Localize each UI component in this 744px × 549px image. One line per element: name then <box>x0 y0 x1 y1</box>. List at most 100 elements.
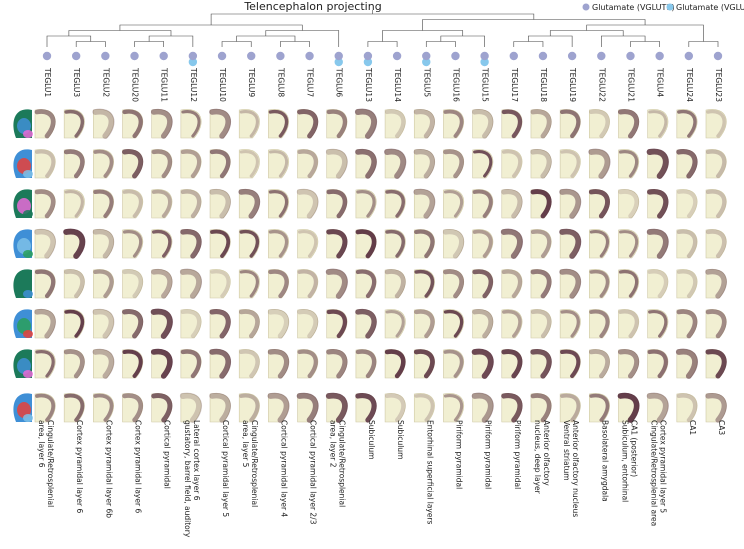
expression-band <box>413 188 436 219</box>
expression-band <box>268 150 289 178</box>
vglut1-dot <box>538 51 548 61</box>
expression-band <box>92 228 115 259</box>
brain-section <box>297 269 319 299</box>
vglut1-dot <box>480 51 489 61</box>
expression-band <box>179 392 203 423</box>
dendrogram-branch <box>236 35 296 42</box>
cluster-label: TEGLU20 <box>131 67 140 102</box>
expression-band <box>676 149 698 179</box>
expression-band <box>384 349 406 379</box>
cluster-label: TEGLU15 <box>481 67 490 102</box>
expression-band <box>618 230 639 258</box>
expression-band <box>501 109 523 139</box>
brain-section <box>122 269 144 299</box>
expression-band <box>297 149 318 179</box>
dendrogram-branch <box>425 41 456 47</box>
atlas-region <box>23 370 33 378</box>
expression-band <box>181 110 201 138</box>
expression-band <box>92 108 115 139</box>
brain-section <box>297 189 319 219</box>
expression-band <box>500 228 523 259</box>
expression-band <box>326 349 348 379</box>
brain-section <box>326 269 348 299</box>
expression-band <box>239 150 259 178</box>
expression-band <box>618 189 639 219</box>
expression-band <box>63 349 85 379</box>
vglut1-dot <box>509 51 518 61</box>
region-label: Piriform pyramidal <box>484 420 493 489</box>
expression-band <box>617 109 640 139</box>
legend-label: Glutamate (VGLUT1) <box>592 3 675 12</box>
expression-band <box>151 393 173 423</box>
region-label: Cingulate/Retrosplenialarea, layer 5 <box>241 420 259 507</box>
expression-band <box>530 149 552 179</box>
expression-band <box>443 109 464 138</box>
expression-band <box>705 349 727 379</box>
expression-band <box>647 189 669 219</box>
brain-section <box>530 309 552 339</box>
brain-section <box>297 149 319 179</box>
region-line: Cingulate/Retrosplenial <box>338 420 347 507</box>
vglut1-dot <box>451 51 460 61</box>
region-line: Cortex pyramidal layer 6 <box>134 420 143 513</box>
expression-band <box>588 189 610 219</box>
expression-band <box>180 349 202 379</box>
expression-band <box>209 188 231 219</box>
expression-band <box>151 229 172 258</box>
brain-section <box>618 229 640 259</box>
region-label: Anterior olfactory nucleusVentral striat… <box>562 420 580 517</box>
brain-section <box>501 189 523 219</box>
expression-band <box>560 349 581 379</box>
cluster-label: TEGLU17 <box>510 67 519 102</box>
brain-section <box>238 393 260 423</box>
expression-band <box>530 269 552 299</box>
region-line: Cingulate/Retrosplenial <box>250 420 259 507</box>
brain-section <box>413 149 435 179</box>
expression-band <box>705 309 727 339</box>
expression-band <box>471 392 494 423</box>
region-line: gustatory, barrel field, auditory <box>183 420 192 538</box>
atlas-region <box>23 170 33 178</box>
dendrogram-branch <box>630 41 660 47</box>
expression-band <box>559 268 582 299</box>
expression-band <box>413 349 435 379</box>
cluster-label: TEGLU12 <box>189 67 198 102</box>
brain-section <box>297 309 319 339</box>
cluster-label: TEGLU10 <box>218 67 227 102</box>
vglut1-dot <box>684 51 694 61</box>
expression-band <box>239 270 259 298</box>
expression-band <box>326 309 348 339</box>
expression-band <box>268 269 289 299</box>
brain-section <box>472 229 494 259</box>
expression-band <box>705 268 727 299</box>
expression-band <box>472 189 493 218</box>
expression-band <box>34 228 56 259</box>
expression-band <box>355 229 377 259</box>
expression-band <box>501 349 523 379</box>
brain-section <box>618 189 640 219</box>
vglut2-dot <box>363 57 373 67</box>
expression-band <box>209 392 231 423</box>
expression-band <box>267 349 290 379</box>
expression-band <box>151 149 173 179</box>
expression-band <box>385 229 406 258</box>
expression-band <box>64 393 85 422</box>
expression-band <box>646 148 669 179</box>
brain-section <box>589 269 610 299</box>
expression-band <box>560 310 580 338</box>
region-line: area, layer 6 <box>37 420 46 468</box>
expression-band <box>443 269 464 299</box>
brain-section <box>34 229 56 259</box>
brain-section <box>209 393 231 423</box>
vglut1-dot <box>71 51 81 61</box>
expression-band <box>588 148 611 179</box>
expression-band <box>150 308 173 339</box>
expression-band <box>180 189 202 219</box>
expression-band <box>472 109 494 139</box>
expression-band <box>473 150 493 178</box>
vglut1-dot <box>363 51 373 61</box>
brain-section <box>297 349 319 379</box>
region-label: Cortical pyramidal layer 5 <box>221 420 230 517</box>
expression-band <box>180 149 202 179</box>
region-line: Piriform pyramidal <box>454 420 463 489</box>
